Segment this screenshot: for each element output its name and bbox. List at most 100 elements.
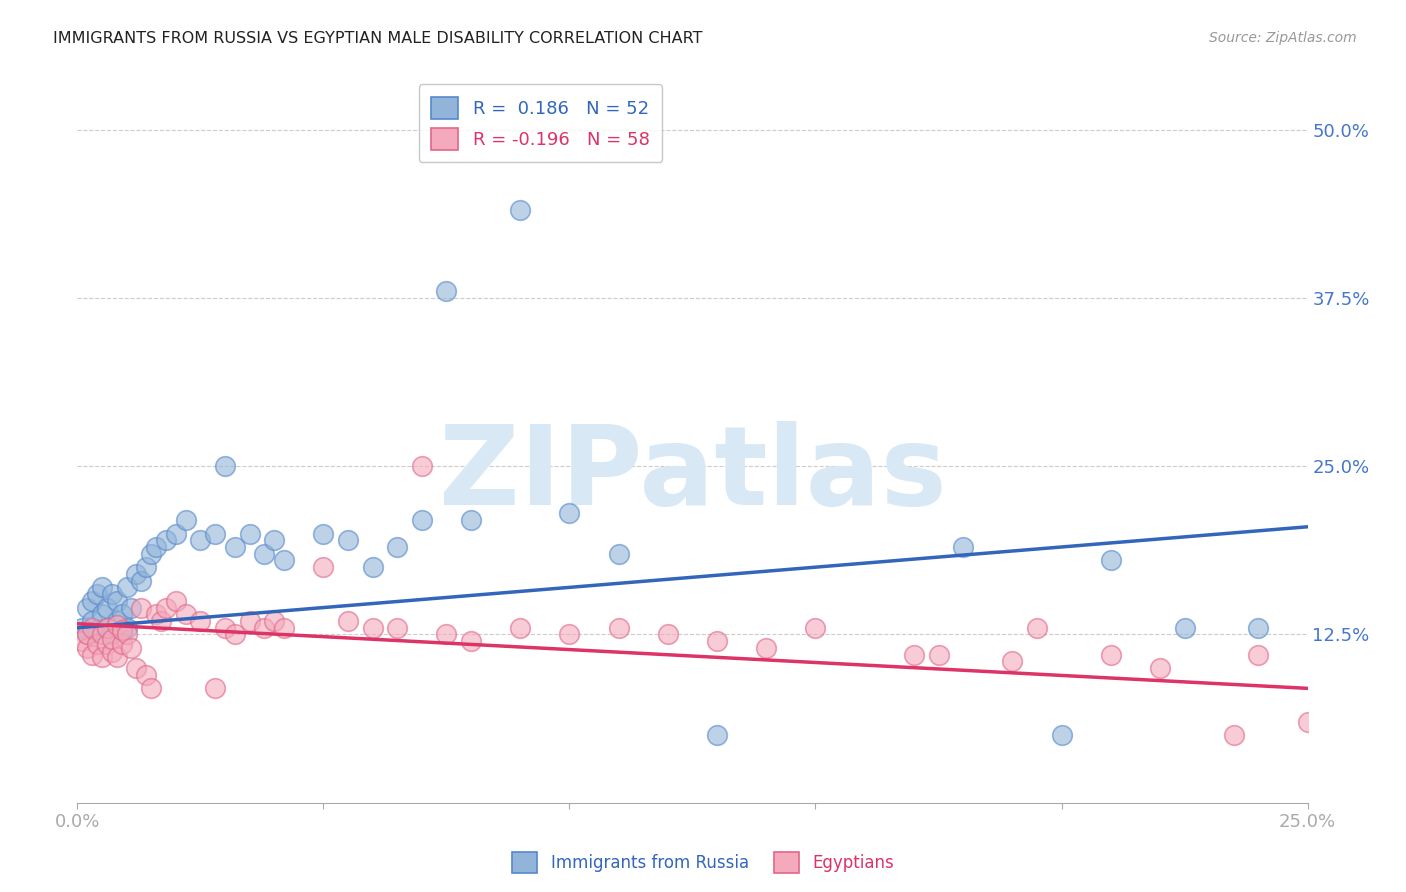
Text: Source: ZipAtlas.com: Source: ZipAtlas.com bbox=[1209, 31, 1357, 45]
Point bbox=[96, 621, 118, 635]
Point bbox=[96, 621, 118, 635]
Point bbox=[125, 566, 148, 581]
Point bbox=[607, 547, 630, 561]
Point bbox=[101, 627, 124, 641]
Point bbox=[706, 729, 728, 743]
Point bbox=[70, 621, 93, 635]
Point bbox=[150, 614, 173, 628]
Text: IMMIGRANTS FROM RUSSIA VS EGYPTIAN MALE DISABILITY CORRELATION CHART: IMMIGRANTS FROM RUSSIA VS EGYPTIAN MALE … bbox=[53, 31, 703, 46]
Point bbox=[135, 560, 157, 574]
Point bbox=[903, 648, 925, 662]
Point bbox=[174, 607, 197, 622]
Point bbox=[1149, 661, 1171, 675]
Point bbox=[1050, 729, 1073, 743]
Point bbox=[1247, 648, 1270, 662]
Point bbox=[1223, 729, 1246, 743]
Point bbox=[755, 640, 778, 655]
Point bbox=[273, 621, 295, 635]
Point bbox=[131, 600, 153, 615]
Point bbox=[96, 637, 118, 651]
Point bbox=[239, 526, 262, 541]
Point bbox=[263, 614, 285, 628]
Point bbox=[436, 284, 458, 298]
Point bbox=[145, 607, 167, 622]
Point bbox=[125, 661, 148, 675]
Point bbox=[411, 513, 433, 527]
Point bbox=[165, 526, 187, 541]
Point bbox=[90, 627, 114, 641]
Point bbox=[204, 526, 226, 541]
Point bbox=[111, 607, 132, 622]
Point bbox=[337, 614, 360, 628]
Point bbox=[361, 621, 384, 635]
Point bbox=[82, 614, 104, 628]
Text: ZIPatlas: ZIPatlas bbox=[439, 421, 946, 528]
Point bbox=[509, 621, 531, 635]
Point bbox=[165, 594, 187, 608]
Point bbox=[239, 614, 262, 628]
Point bbox=[115, 580, 138, 594]
Point bbox=[86, 637, 108, 651]
Point bbox=[82, 594, 104, 608]
Point bbox=[263, 533, 285, 548]
Point bbox=[90, 607, 114, 622]
Point bbox=[101, 645, 124, 659]
Point bbox=[204, 681, 226, 696]
Point bbox=[111, 624, 132, 638]
Point bbox=[82, 648, 104, 662]
Point bbox=[101, 632, 124, 646]
Point bbox=[1026, 621, 1049, 635]
Point bbox=[224, 627, 246, 641]
Point bbox=[145, 540, 167, 554]
Point bbox=[1001, 655, 1024, 669]
Point bbox=[558, 506, 581, 520]
Point bbox=[952, 540, 974, 554]
Point bbox=[105, 618, 128, 632]
Point bbox=[155, 533, 177, 548]
Point bbox=[111, 637, 132, 651]
Point bbox=[214, 459, 236, 474]
Point bbox=[141, 547, 163, 561]
Point bbox=[96, 600, 118, 615]
Point bbox=[387, 540, 409, 554]
Point bbox=[105, 614, 128, 628]
Point bbox=[76, 627, 98, 641]
Point bbox=[121, 640, 143, 655]
Point bbox=[105, 650, 128, 665]
Point bbox=[387, 621, 409, 635]
Point bbox=[253, 547, 276, 561]
Point bbox=[155, 600, 177, 615]
Point bbox=[509, 203, 531, 218]
Point bbox=[90, 650, 114, 665]
Point bbox=[361, 560, 384, 574]
Point bbox=[253, 621, 276, 635]
Point bbox=[86, 624, 108, 638]
Point bbox=[115, 627, 138, 641]
Point bbox=[76, 640, 98, 655]
Point bbox=[436, 627, 458, 641]
Point bbox=[90, 580, 114, 594]
Point bbox=[224, 540, 246, 554]
Point bbox=[1099, 648, 1122, 662]
Point bbox=[190, 533, 212, 548]
Point bbox=[174, 513, 197, 527]
Point bbox=[141, 681, 163, 696]
Legend: R =  0.186   N = 52, R = -0.196   N = 58: R = 0.186 N = 52, R = -0.196 N = 58 bbox=[419, 84, 662, 162]
Point bbox=[115, 621, 138, 635]
Point bbox=[607, 621, 630, 635]
Point bbox=[411, 459, 433, 474]
Legend: Immigrants from Russia, Egyptians: Immigrants from Russia, Egyptians bbox=[506, 846, 900, 880]
Point bbox=[105, 594, 128, 608]
Point bbox=[460, 634, 482, 648]
Point bbox=[86, 587, 108, 601]
Point bbox=[1099, 553, 1122, 567]
Point bbox=[1296, 714, 1319, 729]
Point bbox=[82, 621, 104, 635]
Point bbox=[70, 634, 93, 648]
Point bbox=[76, 600, 98, 615]
Point bbox=[101, 587, 124, 601]
Point bbox=[928, 648, 950, 662]
Point bbox=[312, 526, 335, 541]
Point bbox=[312, 560, 335, 574]
Point bbox=[135, 668, 157, 682]
